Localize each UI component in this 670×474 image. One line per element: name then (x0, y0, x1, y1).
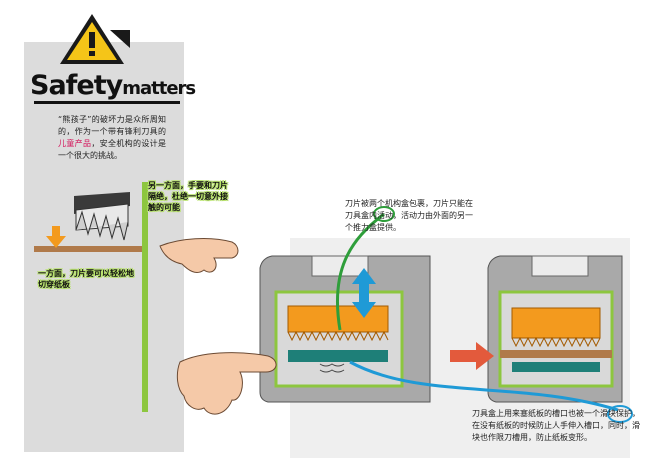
page-title: Safetymatters (30, 70, 196, 101)
title-underline (34, 101, 180, 104)
intro-text-before: “熊孩子”的破坏力是众所周知的，作为一个带有锋利刀具的 (58, 115, 166, 136)
cardboard-in-slot (500, 350, 612, 358)
note-slot-slider: 刀具盒上用来塞纸板的槽口也被一个滑块保护，在没有纸板的时候防止人手伸入槽口，同时… (472, 409, 640, 442)
hand-illustration-upper (159, 238, 239, 273)
right-arrow-icon (450, 342, 494, 370)
green-divider-bar (142, 182, 148, 412)
intro-text-after: ，安全机构的设计是一个很大的挑战。 (58, 139, 167, 160)
green-callout-line (335, 212, 385, 331)
title-sub: matters (122, 78, 196, 99)
up-down-arrow-icon (352, 268, 376, 318)
callout-finger-safety: 另一方面，手要和刀片隔绝，杜绝一切意外接触的可能 (148, 181, 228, 212)
note-blade-box: 刀片被两个机构盒包裹，刀片只能在刀具盒内活动，活动力由外面的另一个推力盒提供。 (345, 199, 473, 232)
blue-callout-line (349, 360, 619, 412)
blade-cutting-illustration (34, 192, 142, 252)
callout-cut-paper: 一方面，刀片要可以轻松地切穿纸板 (38, 269, 134, 289)
warning-icon (60, 14, 130, 64)
cardboard-strip (34, 246, 142, 252)
hand-illustration-lower (176, 352, 277, 415)
intro-highlight: 儿童产品 (58, 139, 92, 148)
down-arrow-icon (46, 226, 66, 248)
cutter-housing-cutting (450, 255, 623, 403)
slider-block (288, 350, 388, 362)
intro-paragraph: “熊孩子”的破坏力是众所周知的，作为一个带有锋利刀具的儿童产品，安全机构的设计是… (58, 114, 166, 162)
title-main: Safety (30, 70, 123, 101)
